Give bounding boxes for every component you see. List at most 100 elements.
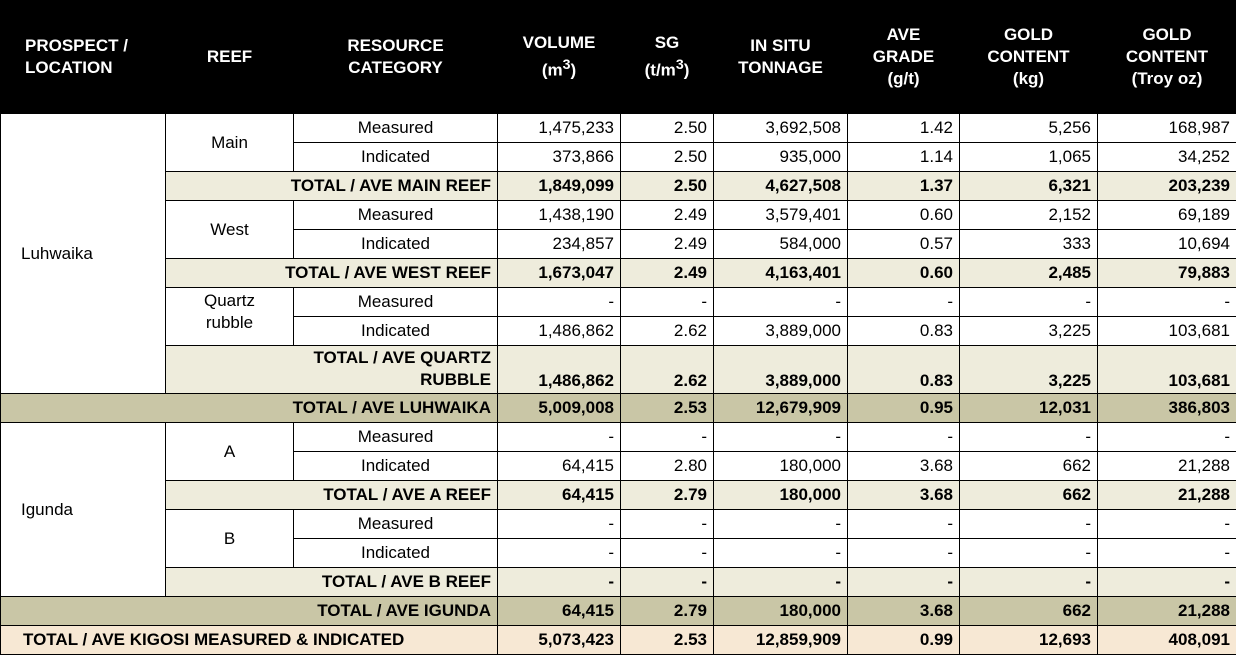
- table-row: Indicated 234,857 2.49 584,000 0.57 333 …: [1, 229, 1236, 259]
- tonnage-cell: 4,627,508: [713, 171, 848, 201]
- tonnage-cell: 180,000: [713, 451, 848, 481]
- sg-cell: 2.62: [620, 316, 714, 346]
- reef-main: Main: [165, 113, 294, 172]
- tonnage-cell: 935,000: [713, 142, 848, 172]
- reef-total-row: TOTAL / AVE QUARTZ RUBBLE 1,486,862 2.62 …: [1, 345, 1236, 394]
- grade-cell: 1.14: [847, 142, 960, 172]
- reef-b: B: [165, 509, 294, 568]
- category-cell: Measured: [293, 113, 498, 143]
- sg-cell: -: [620, 538, 714, 568]
- gold-kg-cell: 12,031: [959, 393, 1098, 423]
- volume-cell: 64,415: [497, 480, 621, 510]
- grade-cell: -: [847, 287, 960, 317]
- tonnage-cell: -: [713, 509, 848, 539]
- gold-kg-cell: 2,485: [959, 258, 1098, 288]
- sg-cell: 2.80: [620, 451, 714, 481]
- volume-cell: -: [497, 509, 621, 539]
- reef-total-row: TOTAL / AVE MAIN REEF 1,849,099 2.50 4,6…: [1, 171, 1236, 201]
- gold-oz-cell: -: [1097, 287, 1236, 317]
- total-label: TOTAL / AVE KIGOSI MEASURED & INDICATED: [0, 625, 498, 655]
- location-total-row: TOTAL / AVE LUHWAIKA 5,009,008 2.53 12,6…: [0, 393, 1236, 423]
- volume-cell: 1,486,862: [497, 316, 621, 346]
- table-row: West Measured 1,438,190 2.49 3,579,401 0…: [1, 200, 1236, 259]
- volume-cell: 1,849,099: [497, 171, 621, 201]
- sg-cell: 2.79: [620, 596, 714, 626]
- table-row: Indicated - - - - - -: [1, 538, 1236, 568]
- sg-cell: -: [620, 287, 714, 317]
- location-luhwaika: Luhwaika: [0, 113, 166, 394]
- tonnage-cell: 180,000: [713, 596, 848, 626]
- grade-cell: 0.99: [847, 625, 960, 655]
- category-cell: Indicated: [293, 142, 498, 172]
- header-gold-oz: GOLD CONTENT (Troy oz): [1097, 0, 1236, 114]
- table-row: Indicated 1,486,862 2.62 3,889,000 0.83 …: [1, 316, 1236, 346]
- gold-oz-cell: 79,883: [1097, 258, 1236, 288]
- sg-cell: 2.49: [620, 200, 714, 230]
- tonnage-cell: -: [713, 422, 848, 452]
- gold-oz-cell: 21,288: [1097, 451, 1236, 481]
- tonnage-cell: 12,679,909: [713, 393, 848, 423]
- gold-oz-cell: -: [1097, 567, 1236, 597]
- total-label: TOTAL / AVE WEST REEF: [165, 258, 498, 288]
- sg-cell: 2.49: [620, 258, 714, 288]
- reef-west: West: [165, 200, 294, 259]
- table-row: Indicated 64,415 2.80 180,000 3.68 662 2…: [1, 451, 1236, 481]
- grand-total-row: TOTAL / AVE KIGOSI MEASURED & INDICATED …: [0, 625, 1236, 655]
- tonnage-cell: 180,000: [713, 480, 848, 510]
- total-label: TOTAL / AVE LUHWAIKA: [0, 393, 498, 423]
- volume-cell: 5,073,423: [497, 625, 621, 655]
- gold-oz-cell: -: [1097, 538, 1236, 568]
- gold-kg-cell: 6,321: [959, 171, 1098, 201]
- reef-total-row: TOTAL / AVE A REEF 64,415 2.79 180,000 3…: [1, 480, 1236, 510]
- total-label: TOTAL / AVE MAIN REEF: [165, 171, 498, 201]
- sg-cell: 2.53: [620, 625, 714, 655]
- gold-oz-cell: -: [1097, 509, 1236, 539]
- header-gold-kg: GOLD CONTENT (kg): [959, 0, 1098, 114]
- gold-kg-cell: 12,693: [959, 625, 1098, 655]
- gold-kg-cell: 1,065: [959, 142, 1098, 172]
- tonnage-cell: 3,692,508: [713, 113, 848, 143]
- category-cell: Indicated: [293, 316, 498, 346]
- location-igunda: Igunda: [0, 422, 166, 597]
- volume-cell: -: [497, 567, 621, 597]
- volume-cell: 1,438,190: [497, 200, 621, 230]
- header-reef: REEF: [165, 0, 294, 114]
- volume-cell: 234,857: [497, 229, 621, 259]
- volume-cell: -: [497, 538, 621, 568]
- total-label: TOTAL / AVE B REEF: [165, 567, 498, 597]
- reef-a: A: [165, 422, 294, 481]
- total-label: TOTAL / AVE A REEF: [165, 480, 498, 510]
- volume-cell: -: [497, 287, 621, 317]
- header-sg: SG (t/m3): [620, 0, 714, 114]
- tonnage-cell: 584,000: [713, 229, 848, 259]
- category-cell: Measured: [293, 287, 498, 317]
- gold-oz-cell: 386,803: [1097, 393, 1236, 423]
- gold-kg-cell: 3,225: [959, 316, 1098, 346]
- table-row: Quartz rubble Measured - - - - - -: [1, 287, 1236, 346]
- table-row: Igunda A Measured - - - - - -: [0, 422, 1236, 597]
- tonnage-cell: 3,579,401: [713, 200, 848, 230]
- volume-cell: 5,009,008: [497, 393, 621, 423]
- gold-oz-cell: 103,681: [1097, 316, 1236, 346]
- gold-kg-cell: -: [959, 287, 1098, 317]
- sg-cell: 2.53: [620, 393, 714, 423]
- grade-cell: -: [847, 509, 960, 539]
- grade-cell: -: [847, 538, 960, 568]
- tonnage-cell: 3,889,000: [713, 316, 848, 346]
- volume-cell: 373,866: [497, 142, 621, 172]
- sg-cell: 2.50: [620, 113, 714, 143]
- header-grade: AVE GRADE (g/t): [847, 0, 960, 114]
- sg-cell: -: [620, 567, 714, 597]
- category-cell: Indicated: [293, 451, 498, 481]
- header-row: PROSPECT / LOCATION REEF RESOURCE CATEGORY…: [0, 0, 1236, 114]
- grade-cell: 0.60: [847, 200, 960, 230]
- sg-cell: 2.62: [620, 345, 714, 394]
- gold-oz-cell: -: [1097, 422, 1236, 452]
- category-cell: Indicated: [293, 229, 498, 259]
- table-row: Indicated 373,866 2.50 935,000 1.14 1,06…: [1, 142, 1236, 172]
- gold-kg-cell: 2,152: [959, 200, 1098, 230]
- sg-cell: 2.50: [620, 171, 714, 201]
- header-prospect: PROSPECT / LOCATION: [0, 0, 166, 114]
- gold-kg-cell: 3,225: [959, 345, 1098, 394]
- gold-oz-cell: 69,189: [1097, 200, 1236, 230]
